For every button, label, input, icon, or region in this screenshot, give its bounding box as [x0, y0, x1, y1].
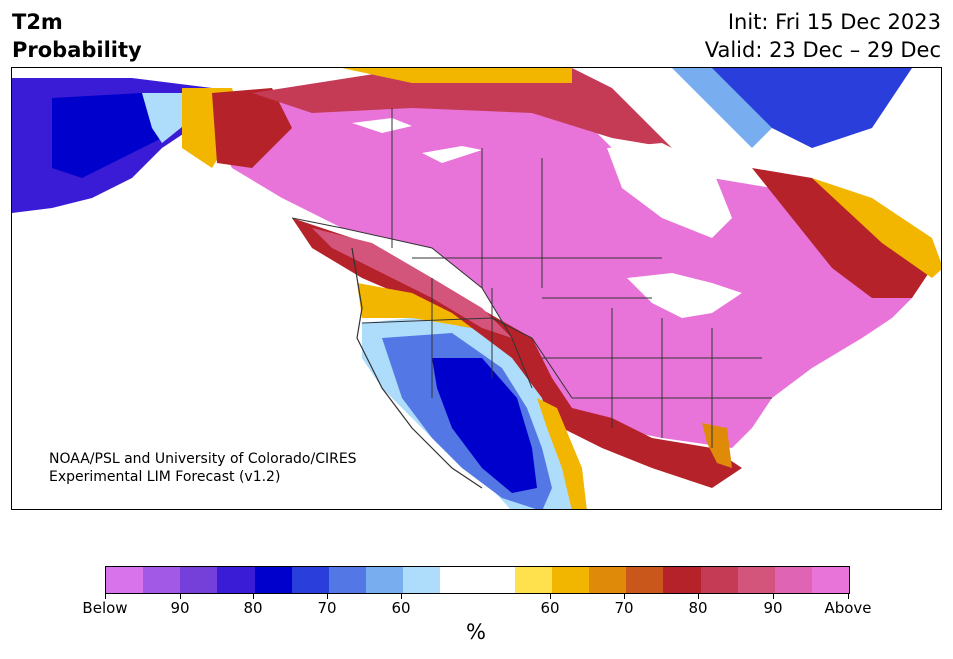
colorbar-segment — [626, 567, 664, 593]
colorbar-tick-mark — [180, 594, 181, 599]
colorbar-tick-label: 70 — [614, 599, 634, 617]
yukon-red — [212, 88, 292, 168]
great-bear-lake — [352, 118, 412, 133]
colorbar-tick-label: 60 — [540, 599, 560, 617]
florida — [702, 423, 732, 468]
credit-line2: Experimental LIM Forecast (v1.2) — [49, 469, 281, 485]
probability-map[interactable] — [11, 67, 942, 510]
colorbar-segment — [477, 567, 515, 593]
map-svg — [12, 68, 941, 509]
colorbar-tick-label: 90 — [170, 599, 190, 617]
colorbar-segment — [440, 567, 478, 593]
colorbar-tick-label: 80 — [243, 599, 263, 617]
colorbar-segment — [774, 567, 812, 593]
valid-range: Valid: 23 Dec – 29 Dec — [704, 38, 941, 62]
political-borders — [291, 108, 772, 448]
colorbar-segment — [737, 567, 775, 593]
great-slave-lake — [422, 146, 482, 163]
colorbar-segment — [403, 567, 441, 593]
greenland-light — [672, 68, 772, 148]
alaska-light — [142, 93, 192, 143]
colorbar-tick-mark — [773, 594, 774, 599]
atlantic-red — [752, 168, 932, 298]
colorbar-segment — [551, 567, 590, 593]
colorbar-segment — [106, 567, 144, 593]
colorbar-unit: % — [466, 620, 486, 644]
colorbar-tick-label: 70 — [317, 599, 337, 617]
colorbar-tick-mark — [401, 594, 402, 599]
above-high-region — [192, 83, 912, 448]
greenland-cold — [702, 68, 912, 148]
colorbar-tick-label: Above — [824, 599, 872, 617]
colorbar-tick-mark — [327, 594, 328, 599]
colorbar-segment — [663, 567, 701, 593]
great-lakes — [627, 273, 742, 318]
sw-yellow — [357, 283, 472, 328]
colorbar-tick-mark — [105, 594, 106, 599]
colorbar-tick-mark — [848, 594, 849, 599]
colorbar-segment — [291, 567, 329, 593]
colorbar-tick-mark — [550, 594, 551, 599]
colorbar-tick-mark — [624, 594, 625, 599]
arctic-band — [252, 68, 672, 148]
colorbar-segment — [143, 567, 181, 593]
colorbar-tick-label: Below — [82, 599, 128, 617]
atlantic-yellow — [812, 178, 941, 278]
colorbar-segment — [180, 567, 218, 593]
west-red — [292, 218, 742, 488]
colorbar-segment — [366, 567, 404, 593]
sw-core — [432, 358, 537, 493]
colorbar-segment — [514, 567, 552, 593]
colorbar-segment — [811, 567, 850, 593]
coastline — [351, 247, 483, 489]
init-date: Init: Fri 15 Dec 2023 — [727, 10, 941, 34]
colorbar-segment — [328, 567, 367, 593]
texas-yellow — [537, 398, 587, 509]
colorbar-segment — [217, 567, 255, 593]
colorbar — [105, 566, 850, 594]
arctic-yellow — [342, 68, 572, 83]
hudson-bay — [607, 143, 732, 238]
credit-line1: NOAA/PSL and University of Colorado/CIRE… — [49, 451, 357, 467]
forecast-dates: Init: Fri 15 Dec 2023 Valid: 23 Dec – 29… — [705, 8, 941, 64]
map-title: T2m Probability — [12, 8, 142, 64]
colorbar-tick-label: 80 — [688, 599, 708, 617]
colorbar-tick-label: 60 — [391, 599, 411, 617]
title-line2: Probability — [12, 38, 142, 62]
title-line1: T2m — [12, 10, 63, 34]
map-credit: NOAA/PSL and University of Colorado/CIRE… — [49, 450, 357, 486]
colorbar-segment — [700, 567, 738, 593]
colorbar-segment — [589, 567, 627, 593]
colorbar-tick-mark — [698, 594, 699, 599]
west-pink — [312, 228, 512, 338]
colorbar-segment — [254, 567, 292, 593]
colorbar-tick-label: 90 — [763, 599, 783, 617]
colorbar-tick-mark — [253, 594, 254, 599]
